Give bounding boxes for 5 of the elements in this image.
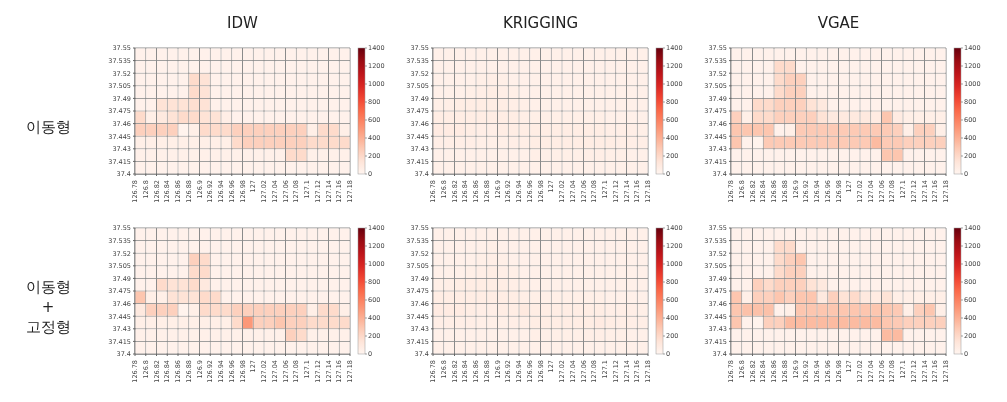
y-axis-title: 이동형 + 고정형	[25, 277, 71, 337]
chart-title: IDW	[226, 14, 259, 32]
y-axis-title: 이동형	[25, 117, 71, 137]
chart-title: VGAE	[816, 14, 861, 32]
chart-title: KRIGGING	[501, 14, 580, 32]
